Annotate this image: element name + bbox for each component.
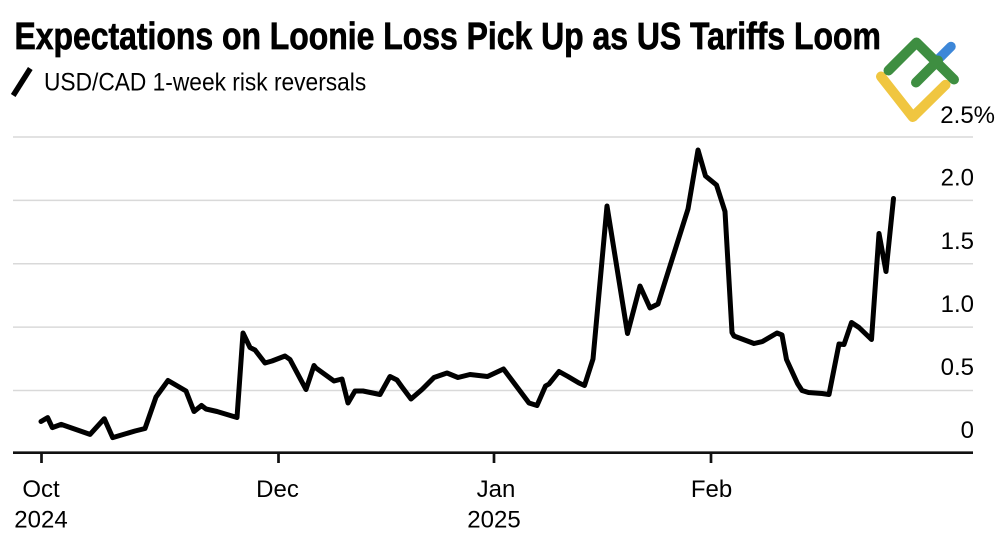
svg-text:1.0: 1.0 xyxy=(941,291,974,318)
svg-text:Jan: Jan xyxy=(477,476,516,503)
svg-text:Feb: Feb xyxy=(691,476,732,503)
svg-text:USD/CAD 1-week risk reversals: USD/CAD 1-week risk reversals xyxy=(44,69,366,97)
svg-text:2024: 2024 xyxy=(14,507,67,534)
svg-text:Dec: Dec xyxy=(256,476,299,503)
svg-text:Expectations on Loonie Loss Pi: Expectations on Loonie Loss Pick Up as U… xyxy=(15,15,881,57)
svg-text:2025: 2025 xyxy=(467,507,520,534)
svg-text:1.5: 1.5 xyxy=(941,228,974,255)
svg-text:Oct: Oct xyxy=(22,476,60,503)
svg-text:2.5%: 2.5% xyxy=(940,102,995,129)
svg-text:2.0: 2.0 xyxy=(941,165,974,192)
svg-text:0.5: 0.5 xyxy=(941,354,974,381)
svg-text:0: 0 xyxy=(961,417,974,444)
